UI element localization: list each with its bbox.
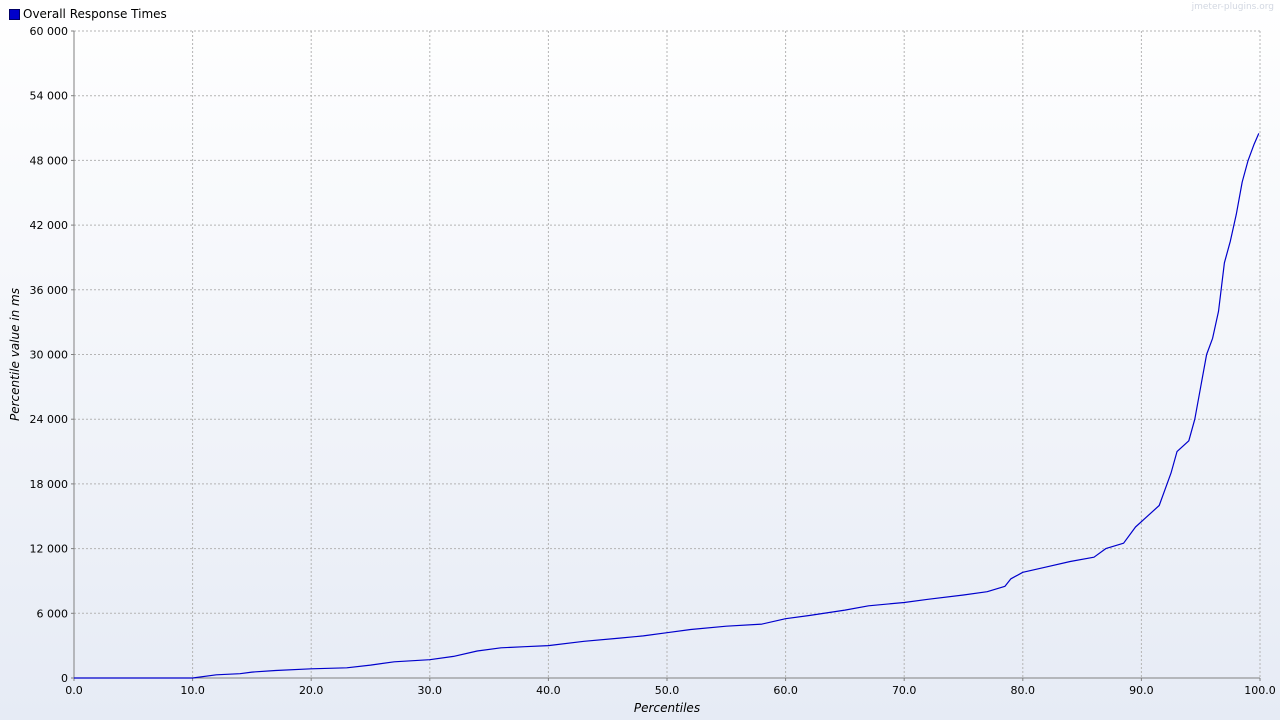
y-tick-label: 0 [61,672,68,685]
y-axis-title: Percentile value in ms [8,288,22,421]
y-tick-label: 60 000 [30,25,69,38]
x-tick-label: 0.0 [65,684,83,697]
x-tick-label: 90.0 [1129,684,1154,697]
x-tick-label: 70.0 [892,684,917,697]
y-tick-label: 42 000 [30,219,69,232]
series-layer [74,133,1260,679]
x-tick-label: 10.0 [180,684,205,697]
legend-swatch [9,8,20,20]
legend: Overall Response Times [9,7,167,21]
ticks: 0.0 10.0 20.0 30.0 40.0 50.0 60.0 70.0 80.0 90.0 1… [30,25,1276,697]
y-tick-label: 18 000 [30,478,69,491]
y-tick-label: 48 000 [30,154,69,167]
y-tick-label: 54 000 [30,90,69,103]
legend-label: Overall Response Times [23,7,167,21]
x-tick-label: 40.0 [536,684,561,697]
series-line [74,133,1260,679]
y-tick-label: 36 000 [30,284,69,297]
y-tick-label: 12 000 [30,543,69,556]
y-tick-label: 6 000 [37,607,69,620]
x-tick-label: 60.0 [773,684,798,697]
grid [74,30,1261,678]
x-tick-label: 80.0 [1011,684,1036,697]
x-tick-label: 20.0 [299,684,324,697]
x-tick-label: 100.0 [1244,684,1276,697]
watermark: jmeter-plugins.org [1191,2,1274,12]
y-tick-label: 30 000 [30,349,69,362]
x-tick-label: 30.0 [418,684,443,697]
x-tick-label: 50.0 [655,684,680,697]
y-tick-label: 24 000 [30,413,69,426]
x-axis-title: Percentiles [634,701,700,715]
